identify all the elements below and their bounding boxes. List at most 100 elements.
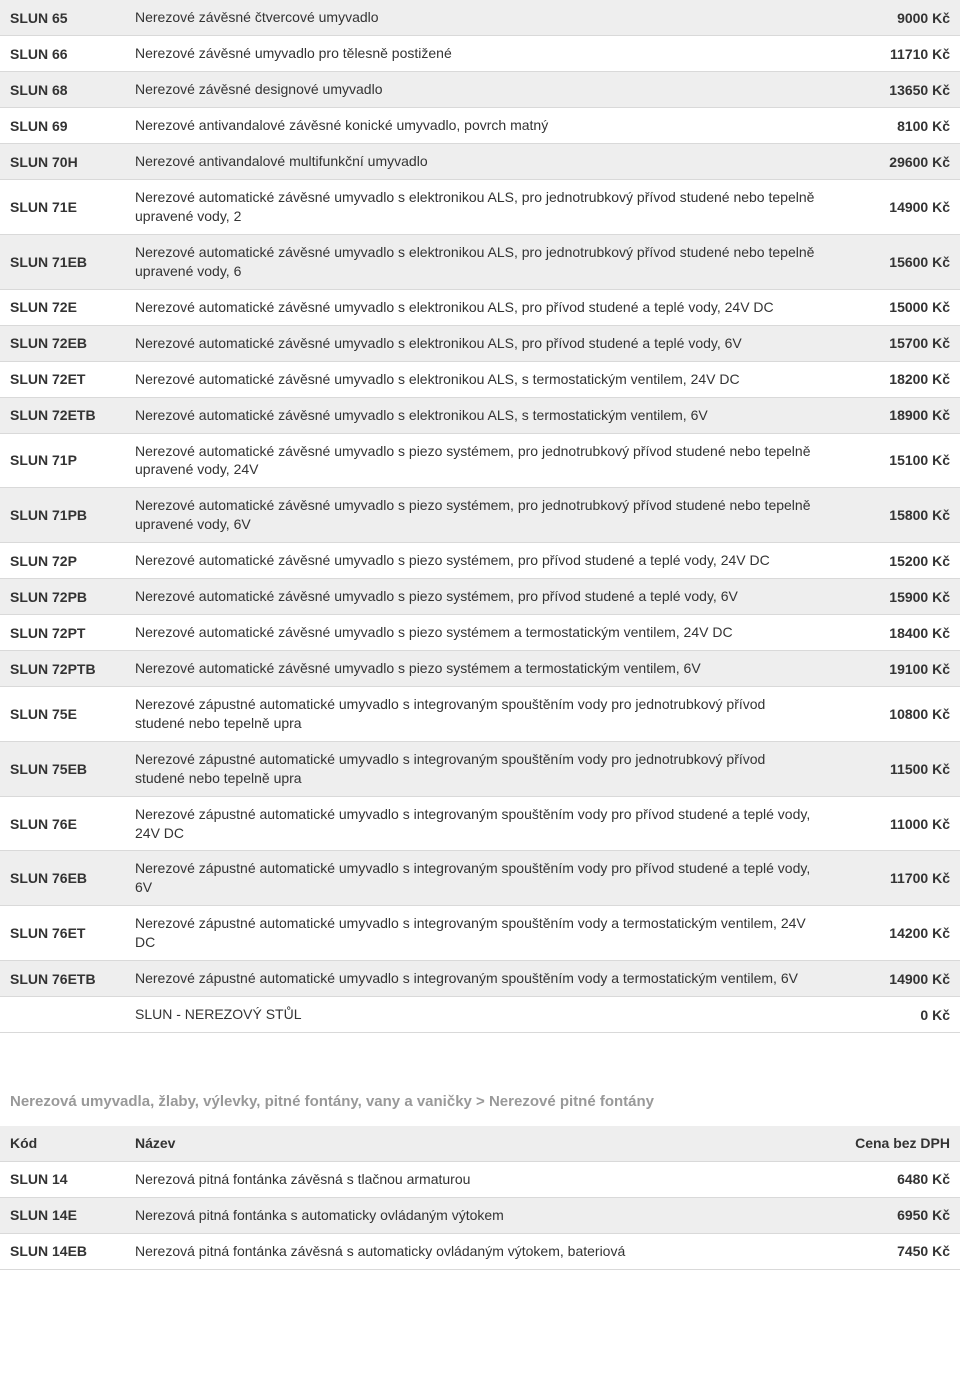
product-description: Nerezové zápustné automatické umyvadlo s… xyxy=(135,750,830,788)
table-row: SLUN 72EBNerezové automatické závěsné um… xyxy=(0,326,960,362)
table-row: SLUN 14ENerezová pitná fontánka s automa… xyxy=(0,1198,960,1234)
product-price: 15600 Kč xyxy=(830,254,950,270)
table-row: SLUN 72PTNerezové automatické závěsné um… xyxy=(0,615,960,651)
product-description: Nerezové automatické závěsné umyvadlo s … xyxy=(135,298,830,317)
product-price: 14200 Kč xyxy=(830,925,950,941)
product-code: SLUN 65 xyxy=(10,10,135,26)
product-price: 15100 Kč xyxy=(830,452,950,468)
product-description: Nerezové automatické závěsné umyvadlo s … xyxy=(135,442,830,480)
product-code: SLUN 72PB xyxy=(10,589,135,605)
table-row: SLUN 76ETBNerezové zápustné automatické … xyxy=(0,961,960,997)
product-description: Nerezové automatické závěsné umyvadlo s … xyxy=(135,623,830,642)
table-row: SLUN 65Nerezové závěsné čtvercové umyvad… xyxy=(0,0,960,36)
table-row: SLUN 70HNerezové antivandalové multifunk… xyxy=(0,144,960,180)
product-price: 11000 Kč xyxy=(830,816,950,832)
product-code: SLUN 70H xyxy=(10,154,135,170)
product-description: Nerezové zápustné automatické umyvadlo s… xyxy=(135,695,830,733)
product-description: Nerezové automatické závěsné umyvadlo s … xyxy=(135,188,830,226)
product-description: Nerezové automatické závěsné umyvadlo s … xyxy=(135,334,830,353)
product-code: SLUN 71EB xyxy=(10,254,135,270)
section-heading: Nerezová umyvadla, žlaby, výlevky, pitné… xyxy=(0,1033,960,1126)
product-code: SLUN 72P xyxy=(10,553,135,569)
product-price: 15900 Kč xyxy=(830,589,950,605)
table-row: SLUN 72ETBNerezové automatické závěsné u… xyxy=(0,398,960,434)
table-row: SLUN 14Nerezová pitná fontánka závěsná s… xyxy=(0,1162,960,1198)
table-row: SLUN 71ENerezové automatické závěsné umy… xyxy=(0,180,960,235)
product-price: 0 Kč xyxy=(830,1007,950,1023)
product-price: 9000 Kč xyxy=(830,10,950,26)
table-row: SLUN 72PBNerezové automatické závěsné um… xyxy=(0,579,960,615)
product-code: SLUN 68 xyxy=(10,82,135,98)
product-code: SLUN 76E xyxy=(10,816,135,832)
product-price: 8100 Kč xyxy=(830,118,950,134)
product-code: SLUN 75E xyxy=(10,706,135,722)
product-code: SLUN 75EB xyxy=(10,761,135,777)
product-price: 15800 Kč xyxy=(830,507,950,523)
table-row: SLUN 72PTBNerezové automatické závěsné u… xyxy=(0,651,960,687)
product-description: Nerezová pitná fontánka závěsná s tlačno… xyxy=(135,1170,830,1189)
product-price: 18200 Kč xyxy=(830,371,950,387)
product-description: Nerezové automatické závěsné umyvadlo s … xyxy=(135,659,830,678)
product-price: 18400 Kč xyxy=(830,625,950,641)
product-code: SLUN 72ETB xyxy=(10,407,135,423)
product-price: 15700 Kč xyxy=(830,335,950,351)
table-header-row: Kód Název Cena bez DPH xyxy=(0,1126,960,1162)
product-price: 10800 Kč xyxy=(830,706,950,722)
product-code: SLUN 14 xyxy=(10,1171,135,1187)
product-price: 13650 Kč xyxy=(830,82,950,98)
table-row: SLUN 76EBNerezové zápustné automatické u… xyxy=(0,851,960,906)
product-price: 14900 Kč xyxy=(830,971,950,987)
product-price: 6480 Kč xyxy=(830,1171,950,1187)
product-price: 15200 Kč xyxy=(830,553,950,569)
table-row: SLUN 72PNerezové automatické závěsné umy… xyxy=(0,543,960,579)
product-price: 11710 Kč xyxy=(830,46,950,62)
product-code: SLUN 72EB xyxy=(10,335,135,351)
product-code: SLUN 72E xyxy=(10,299,135,315)
product-code: SLUN 76ET xyxy=(10,925,135,941)
product-price: 11700 Kč xyxy=(830,870,950,886)
header-price: Cena bez DPH xyxy=(830,1135,950,1151)
product-table-2: SLUN 14Nerezová pitná fontánka závěsná s… xyxy=(0,1162,960,1270)
product-price: 15000 Kč xyxy=(830,299,950,315)
product-code: SLUN 71P xyxy=(10,452,135,468)
product-description: Nerezové automatické závěsné umyvadlo s … xyxy=(135,587,830,606)
table-row: SLUN 71EBNerezové automatické závěsné um… xyxy=(0,235,960,290)
table-row: SLUN 14EBNerezová pitná fontánka závěsná… xyxy=(0,1234,960,1270)
product-description: Nerezové antivandalové multifunkční umyv… xyxy=(135,152,830,171)
product-description: Nerezová pitná fontánka s automaticky ov… xyxy=(135,1206,830,1225)
product-description: Nerezové automatické závěsné umyvadlo s … xyxy=(135,243,830,281)
product-description: Nerezová pitná fontánka závěsná s automa… xyxy=(135,1242,830,1261)
table-row: SLUN - NEREZOVÝ STŮL0 Kč xyxy=(0,997,960,1033)
product-description: Nerezové automatické závěsné umyvadlo s … xyxy=(135,406,830,425)
product-code: SLUN 76EB xyxy=(10,870,135,886)
product-code: SLUN 72ET xyxy=(10,371,135,387)
product-code: SLUN 71E xyxy=(10,199,135,215)
table-row: SLUN 71PNerezové automatické závěsné umy… xyxy=(0,434,960,489)
product-table-1: SLUN 65Nerezové závěsné čtvercové umyvad… xyxy=(0,0,960,1033)
product-description: Nerezové závěsné čtvercové umyvadlo xyxy=(135,8,830,27)
product-price: 7450 Kč xyxy=(830,1243,950,1259)
product-code: SLUN 69 xyxy=(10,118,135,134)
table-row: SLUN 75ENerezové zápustné automatické um… xyxy=(0,687,960,742)
product-price: 29600 Kč xyxy=(830,154,950,170)
product-code: SLUN 72PT xyxy=(10,625,135,641)
table-row: SLUN 76ETNerezové zápustné automatické u… xyxy=(0,906,960,961)
product-code: SLUN 14E xyxy=(10,1207,135,1223)
product-code: SLUN 14EB xyxy=(10,1243,135,1259)
table-row: SLUN 68Nerezové závěsné designové umyvad… xyxy=(0,72,960,108)
product-description: Nerezové zápustné automatické umyvadlo s… xyxy=(135,805,830,843)
product-code: SLUN 76ETB xyxy=(10,971,135,987)
header-code: Kód xyxy=(10,1135,135,1151)
product-description: Nerezové automatické závěsné umyvadlo s … xyxy=(135,551,830,570)
product-price: 14900 Kč xyxy=(830,199,950,215)
table-row: SLUN 72ENerezové automatické závěsné umy… xyxy=(0,290,960,326)
table-row: SLUN 69Nerezové antivandalové závěsné ko… xyxy=(0,108,960,144)
product-price: 6950 Kč xyxy=(830,1207,950,1223)
product-description: Nerezové automatické závěsné umyvadlo s … xyxy=(135,370,830,389)
table-row: SLUN 76ENerezové zápustné automatické um… xyxy=(0,797,960,852)
product-description: Nerezové antivandalové závěsné konické u… xyxy=(135,116,830,135)
product-description: Nerezové zápustné automatické umyvadlo s… xyxy=(135,969,830,988)
product-price: 19100 Kč xyxy=(830,661,950,677)
product-code: SLUN 71PB xyxy=(10,507,135,523)
product-price: 18900 Kč xyxy=(830,407,950,423)
